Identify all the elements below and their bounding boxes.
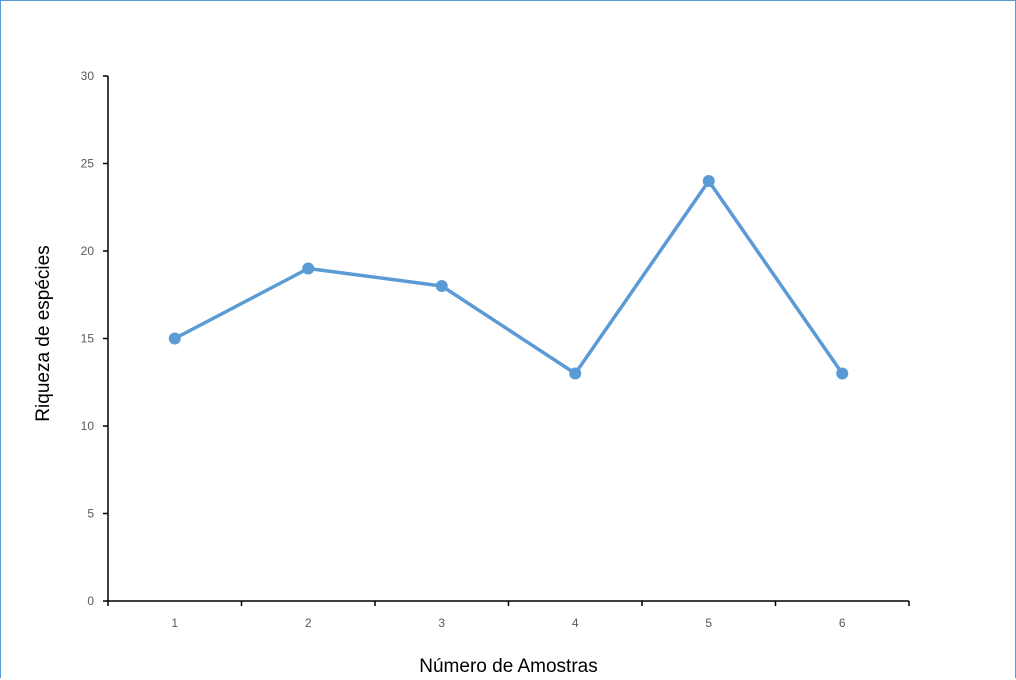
- data-point: [435, 280, 448, 292]
- x-tick-label: 3: [438, 616, 445, 630]
- y-tick-label: 30: [81, 69, 95, 83]
- x-tick-label: 2: [305, 616, 312, 630]
- x-axis-ticks: 1 2 3 4 5 6: [107, 601, 910, 630]
- x-tick-label: 4: [572, 616, 579, 630]
- data-point: [302, 262, 315, 275]
- x-tick-label: 1: [171, 616, 178, 630]
- y-tick-label: 25: [81, 157, 95, 171]
- x-axis-title: Número de Amostras: [419, 656, 597, 677]
- data-point: [569, 367, 582, 380]
- y-tick-label: 20: [81, 244, 95, 258]
- y-tick-label: 5: [87, 507, 94, 521]
- series-layer: [168, 175, 849, 380]
- data-point: [168, 332, 181, 345]
- y-axis-ticks: 0 5 10 15 20 25 30: [81, 69, 108, 608]
- y-tick-label: 0: [87, 594, 94, 608]
- x-tick-label: 6: [839, 616, 846, 630]
- y-axis-title: Riqueza de espécies: [33, 245, 54, 421]
- x-tick-label: 5: [705, 616, 712, 630]
- data-point: [836, 367, 849, 380]
- series-line: [173, 179, 844, 376]
- y-tick-label: 10: [81, 419, 95, 433]
- data-point: [702, 175, 715, 187]
- y-tick-label: 15: [81, 332, 95, 346]
